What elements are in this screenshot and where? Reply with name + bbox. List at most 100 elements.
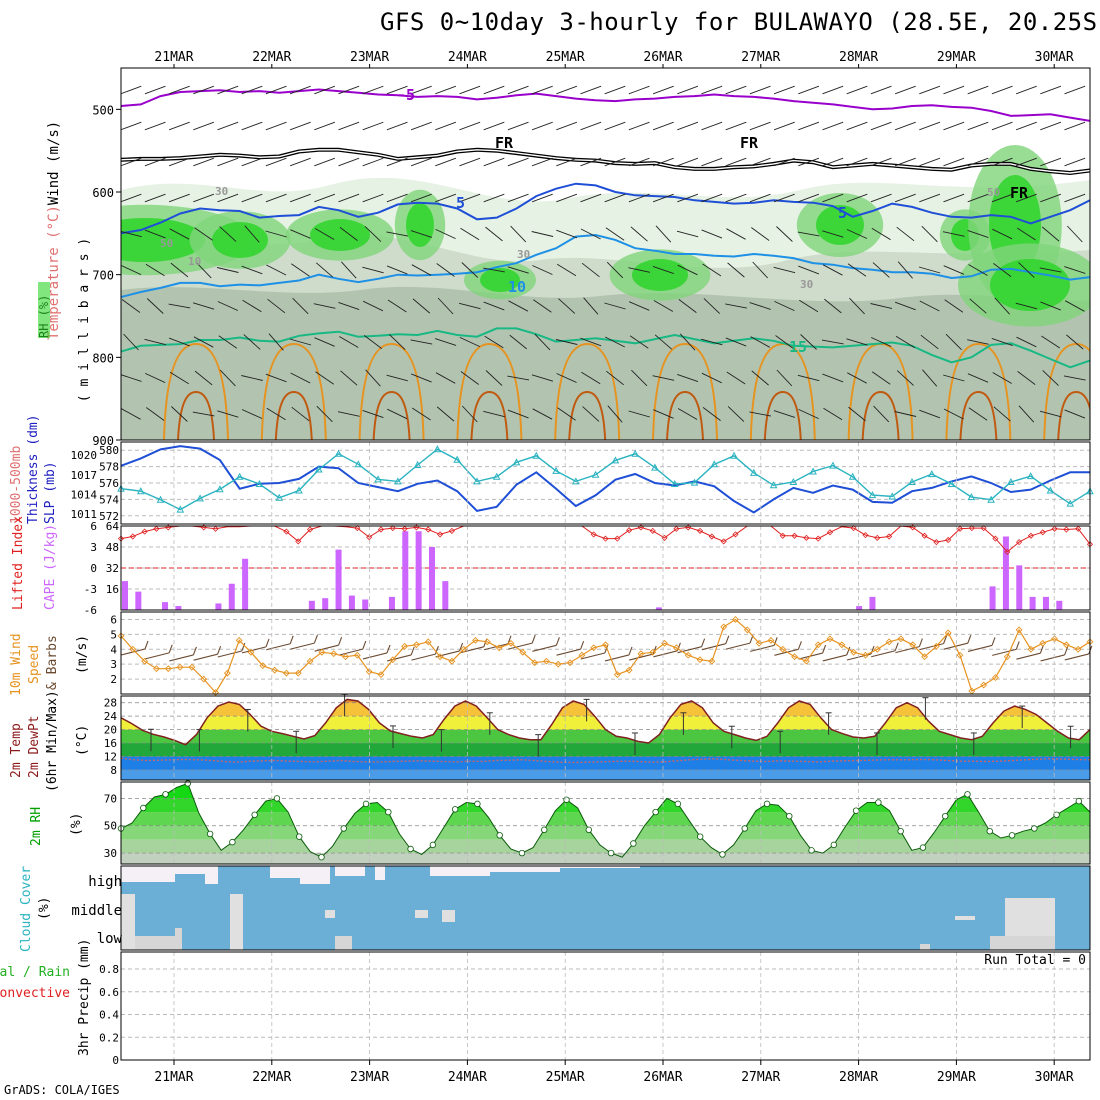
wind-barb	[509, 334, 527, 350]
wind-barb	[289, 121, 311, 131]
y-tick-label: 28	[104, 697, 117, 710]
wind-barb	[1063, 375, 1086, 381]
precip-legend-total: Total / Rain	[0, 965, 70, 980]
y2-tick-label: 1020	[71, 449, 98, 462]
wind-barb	[701, 121, 723, 131]
rh-marker	[607, 849, 615, 857]
wind-barb	[144, 157, 166, 167]
series-marker	[1026, 472, 1035, 480]
wind-barb	[725, 303, 747, 309]
cloud-mid-gap	[415, 910, 428, 918]
wind-barb	[1066, 225, 1083, 243]
rh-marker	[296, 833, 303, 840]
wind-barb	[483, 157, 505, 167]
li-marker	[283, 528, 290, 535]
wind-barb	[365, 369, 381, 387]
wind-speed-marker	[1027, 645, 1035, 653]
wind-barb	[846, 193, 868, 203]
wind-barb	[339, 336, 359, 348]
isotherm-20	[652, 342, 718, 440]
wind-barb	[265, 157, 287, 167]
wind-barb	[507, 409, 529, 419]
wind-speed-marker	[944, 629, 952, 637]
wind-barb	[823, 407, 843, 421]
run-total-label: Run Total = 0	[984, 953, 1086, 968]
series-marker	[473, 477, 481, 485]
rh-legend-swatch	[38, 282, 50, 338]
wind-barb	[701, 157, 723, 167]
wind-barb	[652, 157, 674, 167]
wind-barb	[193, 157, 215, 167]
wind-speed-marker	[412, 641, 420, 649]
y-tick-label: 3	[110, 658, 117, 671]
panel-frame	[120, 781, 1091, 865]
wind-barb	[773, 157, 795, 167]
wind-barb	[507, 85, 529, 95]
wind-barb-flag	[313, 634, 318, 644]
isotherm-25	[177, 390, 215, 440]
wind-barb	[1039, 267, 1062, 273]
wind-barb	[169, 228, 190, 240]
wind-barb	[727, 406, 745, 422]
wind-barb	[460, 227, 480, 241]
li-marker	[389, 525, 396, 532]
li-marker	[377, 526, 385, 533]
panel-cloud-cover: high middle low Cloud Cover (%)	[19, 866, 1090, 952]
panel-frame	[120, 865, 1091, 951]
wind-barb	[894, 411, 917, 417]
li-marker	[673, 525, 680, 532]
li-marker	[956, 525, 964, 532]
wind-barb	[993, 263, 1012, 277]
wind-barb	[483, 301, 505, 311]
wind-barb	[944, 299, 964, 313]
rh-band	[121, 783, 1090, 799]
wind-barb	[604, 85, 626, 95]
wind-barb	[822, 193, 844, 203]
rh-saturated-cell	[816, 205, 864, 245]
y-tick-label: 0.8	[99, 963, 119, 976]
contour-label: 50	[160, 237, 173, 250]
wind-barb	[144, 229, 166, 239]
wind-barb	[386, 85, 408, 95]
wind-barb	[436, 406, 455, 422]
wind-barb	[362, 652, 388, 660]
wind-barb	[847, 372, 867, 384]
cape-bar	[402, 531, 409, 610]
cloud-high-gap	[270, 866, 300, 878]
wind-barb	[725, 337, 747, 347]
wind-speed-marker	[223, 669, 231, 677]
rh-shade-dark	[121, 286, 1090, 440]
wind-barb	[217, 157, 239, 167]
li-marker	[212, 525, 219, 532]
rh-marker	[251, 811, 258, 818]
wind-barb	[362, 409, 384, 419]
panel-thickness-slp: 572 574 576 578 580 1011 1014 1017 1020 1000-500m…	[9, 414, 1094, 524]
cape-tick-label: 48	[106, 541, 119, 554]
wind-barb	[629, 653, 654, 661]
date-axes: 21MAR 21MAR 22MAR 22MAR 23MAR 23MAR 24MAR 24MAR…	[154, 50, 1074, 1085]
wind-barb	[725, 642, 751, 650]
wind-speed-marker	[188, 663, 196, 671]
wind-barb	[217, 410, 239, 418]
wind-barb	[217, 193, 239, 203]
wind-barb	[144, 121, 166, 131]
wind-barb	[895, 335, 916, 349]
wind-barb	[605, 227, 625, 241]
wind-barb	[411, 373, 432, 383]
rh-band	[121, 839, 1090, 854]
wind-barb	[872, 262, 890, 278]
contour-label: 15	[789, 338, 807, 356]
wind-barb	[580, 193, 602, 203]
wind-barb	[822, 157, 844, 167]
y2-tick-label: 1011	[71, 508, 98, 521]
wind-barb	[193, 193, 215, 203]
series-marker	[176, 505, 185, 513]
panel-10m-wind: 2 3 4 5 6 10m Wind Speed & Barbs (m/s)	[9, 613, 1094, 696]
temp-fill-bands	[121, 699, 1090, 780]
wind-barb-flag	[555, 637, 560, 646]
rh-marker	[875, 799, 882, 806]
wind-barb	[266, 264, 287, 276]
profile-ylabel-part: (m/s)	[46, 121, 62, 163]
wind-barb	[241, 646, 267, 654]
wind-barb	[991, 85, 1013, 95]
